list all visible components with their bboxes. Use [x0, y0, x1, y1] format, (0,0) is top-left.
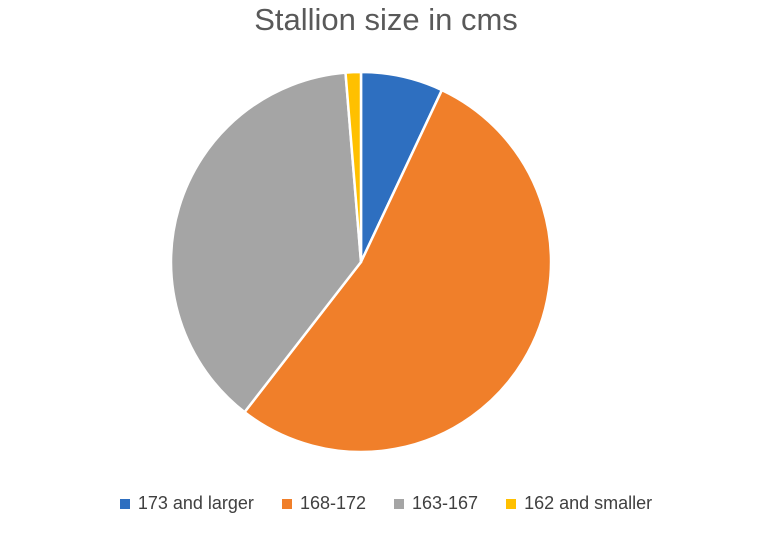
pie-slice-3 — [344, 70, 363, 264]
legend-label: 173 and larger — [137, 493, 254, 513]
legend-item: 168-172 — [281, 493, 366, 514]
chart-title: Stallion size in cms — [254, 2, 518, 37]
legend-item: 163-167 — [394, 493, 478, 514]
legend-label: 162 and smaller — [524, 493, 653, 513]
legend-swatch — [394, 498, 404, 509]
legend-label: 163-167 — [412, 493, 479, 513]
legend-swatch — [281, 498, 292, 509]
pie-slice-1 — [243, 88, 553, 454]
legend-item: 173 and larger — [119, 493, 254, 514]
legend-item: 162 and smaller — [506, 493, 652, 514]
pie-slice-2 — [169, 71, 363, 414]
legend-swatch — [119, 498, 130, 509]
legend: 173 and larger 168-172 163-167 162 and s… — [0, 493, 772, 514]
legend-label: 168-172 — [299, 493, 366, 513]
legend-swatch — [506, 498, 517, 509]
